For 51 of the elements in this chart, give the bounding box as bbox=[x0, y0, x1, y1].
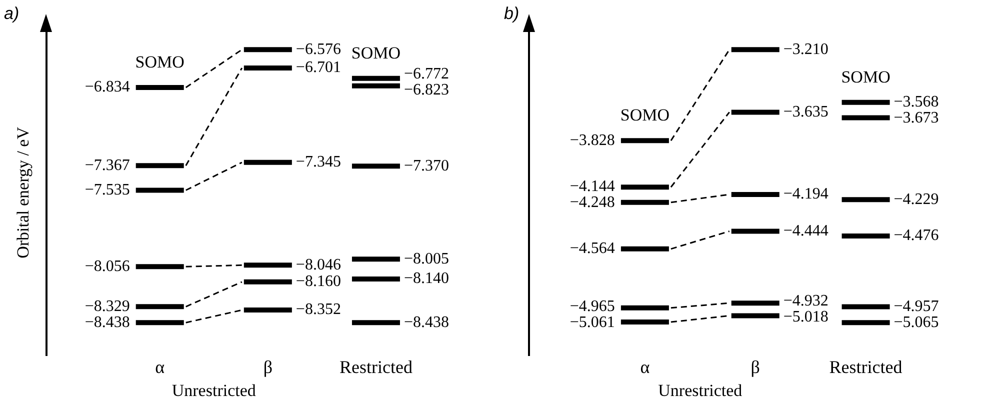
data-label: −8.056 bbox=[84, 258, 130, 275]
data-label: −8.005 bbox=[404, 250, 450, 268]
data-label: −8.160 bbox=[296, 273, 341, 290]
data-label: −8.438 bbox=[404, 314, 450, 331]
data-label: −7.345 bbox=[296, 154, 341, 171]
category-label: α bbox=[155, 356, 166, 377]
data-label: −4.957 bbox=[894, 298, 939, 315]
data-label: −7.367 bbox=[84, 156, 130, 174]
data-label: −4.229 bbox=[894, 190, 939, 208]
data-label: −7.370 bbox=[404, 157, 450, 174]
data-label: −4.248 bbox=[570, 194, 615, 211]
data-label: −6.701 bbox=[296, 59, 341, 76]
data-label: −4.965 bbox=[570, 298, 615, 316]
data-label: −5.061 bbox=[570, 314, 615, 332]
category-label: β bbox=[750, 356, 760, 377]
data-label: −4.932 bbox=[783, 292, 828, 310]
data-label: −4.144 bbox=[570, 178, 615, 195]
data-label: −6.834 bbox=[84, 78, 130, 96]
text: Unrestricted bbox=[172, 380, 256, 400]
data-label: −3.568 bbox=[894, 93, 939, 110]
data-label: −8.046 bbox=[296, 256, 341, 274]
text: SOMO bbox=[351, 43, 401, 62]
data-label: −6.772 bbox=[404, 65, 450, 82]
text: Unrestricted bbox=[658, 380, 743, 400]
category-label: α bbox=[640, 356, 650, 377]
data-label: −3.210 bbox=[783, 40, 828, 58]
data-label: −5.065 bbox=[894, 314, 939, 331]
text: b) bbox=[504, 4, 520, 24]
data-label: −8.352 bbox=[296, 301, 341, 318]
data-label: −4.564 bbox=[570, 240, 615, 258]
data-label: −3.673 bbox=[894, 109, 939, 126]
category-label: Restricted bbox=[339, 356, 412, 377]
data-label: −8.329 bbox=[84, 298, 130, 315]
data-label: −8.140 bbox=[404, 270, 450, 288]
data-label: −8.438 bbox=[84, 314, 130, 331]
data-label: −3.635 bbox=[783, 103, 828, 120]
text: SOMO bbox=[620, 106, 670, 125]
category-label: β bbox=[263, 356, 272, 377]
data-label: −4.444 bbox=[783, 222, 828, 240]
data-label: −3.828 bbox=[570, 132, 615, 149]
data-label: −6.823 bbox=[404, 81, 450, 98]
text: SOMO bbox=[841, 67, 890, 86]
text: Orbital energy / eV bbox=[14, 126, 33, 258]
data-label: −5.018 bbox=[783, 308, 828, 326]
data-label: −6.576 bbox=[296, 40, 341, 58]
data-label: −4.194 bbox=[783, 186, 828, 203]
data-label: −4.476 bbox=[894, 227, 939, 244]
category-label: Restricted bbox=[829, 356, 902, 377]
text: a) bbox=[4, 4, 20, 24]
text: SOMO bbox=[135, 52, 184, 72]
data-label: −7.535 bbox=[84, 181, 130, 198]
